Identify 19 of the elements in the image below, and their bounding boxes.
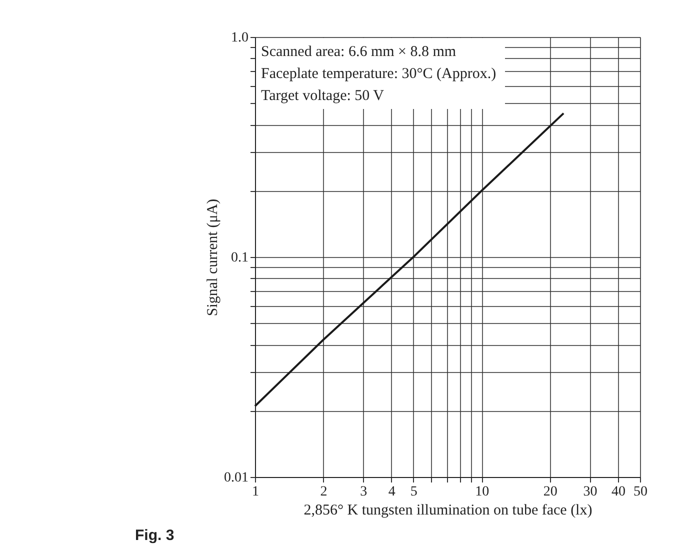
x-tick-label: 1 <box>252 484 259 500</box>
x-tick-label: 10 <box>475 484 490 500</box>
caption: Fig. 3 <box>135 527 174 544</box>
annotation: Faceplate temperature: 30°C (Approx.) <box>261 66 496 82</box>
x-tick-label: 30 <box>583 484 598 500</box>
annotation: Target voltage: 50 V <box>261 88 384 104</box>
x-tick-label: 4 <box>388 484 396 500</box>
x-tick-label: 50 <box>634 484 648 500</box>
y-tick-label: 1.0 <box>231 30 248 46</box>
y-tick-label: 0.1 <box>231 250 248 266</box>
x-tick-label: 2 <box>320 484 328 500</box>
x-tick-label: 5 <box>410 484 418 500</box>
x-tick-label: 20 <box>543 484 558 500</box>
x-tick-label: 40 <box>612 484 626 500</box>
x-axis-title: 2,856° K tungsten illumination on tube face (lx) <box>304 502 592 518</box>
annotation: Scanned area: 6.6 mm × 8.8 mm <box>261 44 456 60</box>
y-tick-label: 0.01 <box>224 470 248 486</box>
y-axis-title: Signal current (μA) <box>205 198 221 316</box>
x-tick-label: 3 <box>360 484 368 500</box>
